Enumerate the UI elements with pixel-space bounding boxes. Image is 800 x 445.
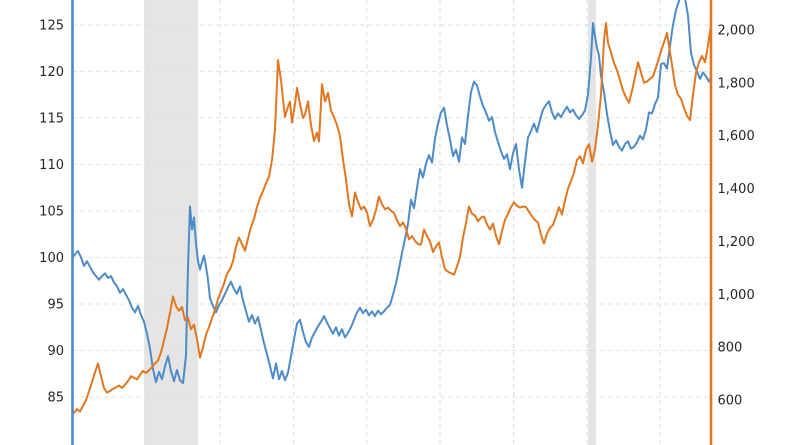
left-axis-tick-label: 120 [39,65,64,80]
right-axis-tick-label: 1,200 [718,235,755,250]
left-axis-tick-label: 115 [39,112,64,127]
right-axis-tick-label: 1,000 [718,288,755,303]
left-axis-tick-label: 100 [39,251,64,266]
left-axis-tick-label: 110 [39,158,64,173]
right-axis-tick-label: 2,000 [718,24,755,39]
recession-band [588,0,596,445]
right-axis-tick-label: 800 [718,341,743,356]
left-axis-series-line[interactable] [73,0,712,385]
left-axis-tick-label: 95 [47,298,64,313]
left-axis-tick-label: 125 [39,19,64,34]
right-axis-series-line[interactable] [73,22,712,414]
left-axis-tick-label: 90 [47,344,64,359]
left-axis-tick-label: 85 [47,391,64,406]
right-axis-tick-label: 1,600 [718,129,755,144]
right-axis-tick-label: 1,800 [718,76,755,91]
right-axis-tick-label: 600 [718,394,743,409]
right-axis-tick-label: 1,400 [718,182,755,197]
left-axis-tick-label: 105 [39,205,64,220]
